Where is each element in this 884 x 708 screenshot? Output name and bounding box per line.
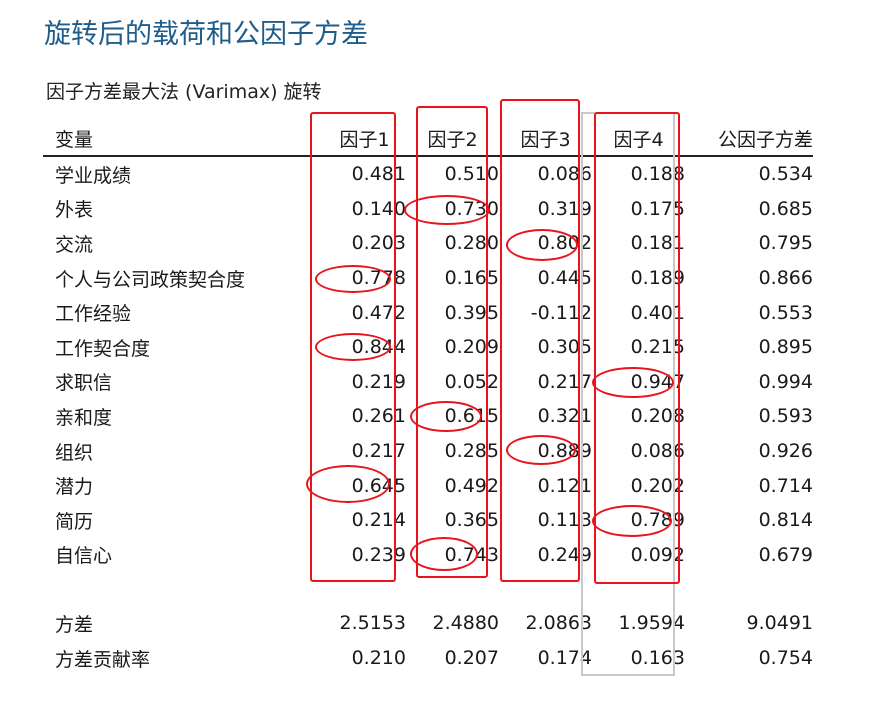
cell-value: 0.261 <box>351 405 406 428</box>
header-communality: 公因子方差 <box>685 121 813 157</box>
header-factor-2: 因子2 <box>406 121 499 157</box>
cell-value: 0.202 <box>630 474 685 497</box>
cell-value: 0.395 <box>444 301 499 324</box>
cell-value: 0.754 <box>758 647 813 670</box>
cell-value: 0.795 <box>758 232 813 255</box>
cell-value: 0.207 <box>444 647 499 670</box>
cell-value: 0.175 <box>630 197 685 220</box>
cell-value: 0.401 <box>630 301 685 324</box>
row-label: 工作经验 <box>55 303 132 326</box>
cell-value: 0.685 <box>758 197 813 220</box>
cell-value: 0.214 <box>351 509 406 532</box>
cell-value: 0.994 <box>758 370 813 393</box>
row-label: 求职信 <box>55 372 113 395</box>
table-row: 个人与公司政策契合度 0.778 0.165 0.445 0.189 0.866 <box>43 261 813 296</box>
row-label: 简历 <box>55 510 94 533</box>
row-label: 自信心 <box>55 545 113 568</box>
row-label: 方差贡献率 <box>55 648 151 671</box>
row-label: 交流 <box>55 233 94 256</box>
cell-value: 0.209 <box>444 336 499 359</box>
cell-value: 0.285 <box>444 440 499 463</box>
row-label: 学业成绩 <box>55 164 132 187</box>
cell-value: 2.4880 <box>432 612 499 635</box>
oval-f2-affinity <box>410 401 482 432</box>
cell-value: 0.593 <box>758 405 813 428</box>
cell-value: 0.181 <box>630 232 685 255</box>
cell-value: 9.0491 <box>746 612 813 635</box>
cell-value: 0.239 <box>351 543 406 566</box>
cell-value: 0.472 <box>351 301 406 324</box>
cell-value: 0.481 <box>351 163 406 186</box>
cell-value: 0.215 <box>630 336 685 359</box>
cell-value: 0.553 <box>758 301 813 324</box>
cell-value: 0.926 <box>758 440 813 463</box>
cell-value: 0.365 <box>444 509 499 532</box>
header-factor-4: 因子4 <box>592 121 685 157</box>
page-subtitle: 因子方差最大法 (Varimax) 旋转 <box>46 81 322 103</box>
cell-value: 0.492 <box>444 474 499 497</box>
cell-value: 0.052 <box>444 370 499 393</box>
factor4-red-box <box>594 112 680 584</box>
row-label: 个人与公司政策契合度 <box>55 268 246 291</box>
cell-value: 0.092 <box>630 543 685 566</box>
summary-row: 方差贡献率 0.210 0.207 0.174 0.163 0.754 <box>43 641 813 676</box>
header-variable: 变量 <box>43 121 311 157</box>
header-factor-3: 因子3 <box>499 121 592 157</box>
cell-value: 2.0863 <box>525 612 592 635</box>
factor3-red-box <box>500 99 580 582</box>
cell-value: 0.174 <box>537 647 592 670</box>
cell-value: 0.510 <box>444 163 499 186</box>
cell-value: 0.140 <box>351 197 406 220</box>
row-label: 潜力 <box>55 476 94 499</box>
row-label: 方差 <box>55 613 94 636</box>
row-label: 工作契合度 <box>55 337 151 360</box>
cell-value: 0.203 <box>351 232 406 255</box>
cell-value: 0.188 <box>630 163 685 186</box>
cell-value: 0.280 <box>444 232 499 255</box>
oval-f2-appearance <box>404 195 490 225</box>
row-label: 外表 <box>55 199 94 222</box>
page-title: 旋转后的载荷和公因子方差 <box>44 19 368 50</box>
header-factor-1: 因子1 <box>311 121 406 157</box>
cell-value: 0.189 <box>630 267 685 290</box>
cell-value: 0.714 <box>758 474 813 497</box>
header-row: 变量 因子1 因子2 因子3 因子4 公因子方差 <box>43 121 813 157</box>
oval-f2-confidence <box>410 537 478 571</box>
cell-value: 0.163 <box>630 647 685 670</box>
table-row: 工作经验 0.472 0.395 -0.112 0.401 0.553 <box>43 295 813 330</box>
cell-value: 0.866 <box>758 267 813 290</box>
cell-value: 0.814 <box>758 509 813 532</box>
cell-value: 1.9594 <box>618 612 685 635</box>
factor1-red-box <box>310 112 396 582</box>
cell-value: 0.210 <box>351 647 406 670</box>
cell-value: -0.112 <box>530 301 592 324</box>
summary-row: 方差 2.5153 2.4880 2.0863 1.9594 9.0491 <box>43 606 813 641</box>
oval-f3-organization <box>506 435 576 465</box>
cell-value: 0.534 <box>758 163 813 186</box>
cell-value: 0.086 <box>630 440 685 463</box>
cell-value: 0.219 <box>351 370 406 393</box>
row-label: 组织 <box>55 441 94 464</box>
oval-f4-cover-letter <box>592 367 674 398</box>
cell-value: 2.5153 <box>339 612 406 635</box>
row-label: 亲和度 <box>55 406 113 429</box>
cell-value: 0.679 <box>758 543 813 566</box>
factor2-red-box <box>416 106 488 578</box>
cell-value: 0.895 <box>758 336 813 359</box>
oval-f4-resume <box>592 505 672 537</box>
cell-value: 0.217 <box>351 440 406 463</box>
cell-value: 0.208 <box>630 405 685 428</box>
cell-value: 0.165 <box>444 267 499 290</box>
oval-f1-policy-fit <box>315 265 391 293</box>
oval-f1-job-fit <box>315 333 391 361</box>
oval-f3-communication <box>506 229 578 261</box>
oval-f1-potential <box>306 465 390 503</box>
